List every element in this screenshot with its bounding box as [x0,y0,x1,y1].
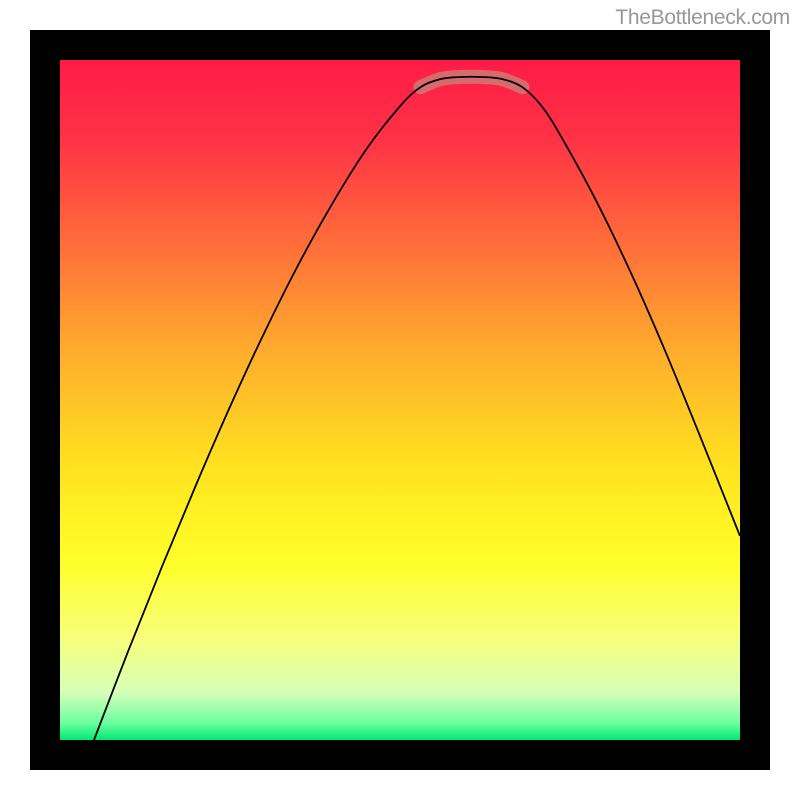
watermark-text: TheBottleneck.com [615,6,790,30]
chart-svg [0,0,800,800]
plot-background [60,60,740,740]
bottleneck-chart [0,0,800,800]
